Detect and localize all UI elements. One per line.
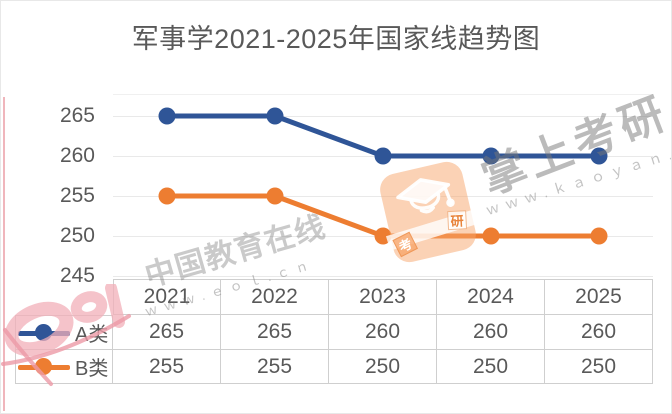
table-header-year: 2024 xyxy=(437,279,545,315)
kaoyan-app-icon: 考 研 xyxy=(376,158,480,266)
table-value-a: 260 xyxy=(437,315,545,350)
legend-label-b: B类 xyxy=(75,358,109,380)
table-value-b: 250 xyxy=(329,350,437,384)
table-value-a: 265 xyxy=(113,315,221,350)
data-table: 2021 2022 2023 2024 2025 A类 265 265 260 … xyxy=(15,279,653,384)
watermark-pink-edge-line xyxy=(3,97,5,411)
table-header-year: 2022 xyxy=(221,279,329,315)
table-header-year: 2023 xyxy=(329,279,437,315)
gridline xyxy=(113,116,653,117)
series-a-line-marker-icon xyxy=(18,324,70,342)
y-tick-label: 250 xyxy=(59,224,95,247)
table-value-b: 255 xyxy=(113,350,221,384)
table-header-year: 2025 xyxy=(545,279,653,315)
chart-title: 军事学2021-2025年国家线趋势图 xyxy=(131,24,541,54)
y-tick-label: 265 xyxy=(59,104,95,127)
gridline xyxy=(113,276,653,277)
table-value-b: 250 xyxy=(437,350,545,384)
table-value-b: 250 xyxy=(545,350,653,384)
table-value-a: 265 xyxy=(221,315,329,350)
y-tick-label: 245 xyxy=(59,264,95,287)
table-value-a: 260 xyxy=(329,315,437,350)
y-tick-label: 255 xyxy=(59,184,95,207)
gridline xyxy=(113,94,653,95)
kaoyan-badge-yan: 研 xyxy=(447,210,468,231)
graduation-cap-icon xyxy=(396,178,455,214)
table-value-a: 260 xyxy=(545,315,653,350)
eol-logo-icon xyxy=(1,284,131,386)
table-value-b: 255 xyxy=(221,350,329,384)
y-tick-label: 260 xyxy=(59,144,95,167)
